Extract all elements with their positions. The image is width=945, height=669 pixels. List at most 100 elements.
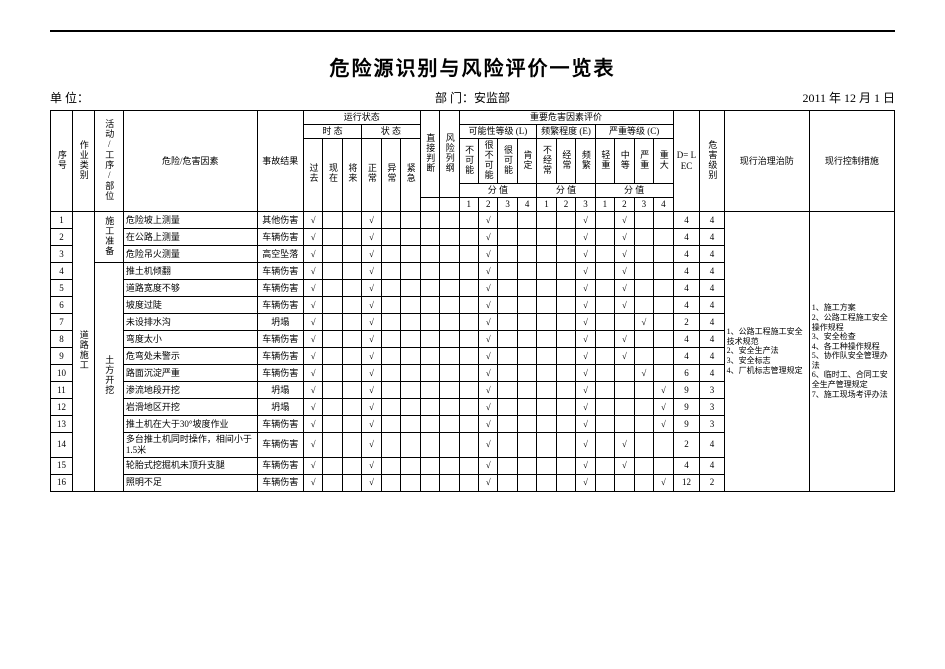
cell	[517, 245, 536, 262]
cell	[459, 330, 478, 347]
cell	[556, 432, 575, 457]
cell	[342, 432, 361, 457]
cell: 车辆伤害	[257, 415, 303, 432]
cell: √	[303, 296, 322, 313]
cell	[440, 398, 459, 415]
th-n9: 2	[615, 198, 634, 212]
cell: √	[362, 415, 381, 432]
cell: √	[478, 330, 497, 347]
cell	[420, 313, 439, 330]
cell	[401, 432, 420, 457]
cell	[654, 296, 674, 313]
cell	[440, 330, 459, 347]
cell	[537, 432, 556, 457]
cell: 9	[673, 398, 700, 415]
cell	[595, 245, 614, 262]
cell: √	[303, 432, 322, 457]
cell: √	[576, 398, 595, 415]
cell	[381, 279, 400, 296]
cell: √	[478, 457, 497, 474]
cell: 4	[700, 228, 724, 245]
th-seq: 序号	[51, 111, 73, 212]
th-abn: 异常	[381, 138, 400, 211]
cell	[556, 364, 575, 381]
cell	[420, 228, 439, 245]
cell: 车辆伤害	[257, 364, 303, 381]
table-row: 1道路施工施工准备危险坡上测量其他伤害√√√√√441、公路工程施工安全技术规范…	[51, 211, 895, 228]
cell	[420, 347, 439, 364]
cell	[323, 364, 342, 381]
th-direct: 直接判断	[420, 111, 439, 198]
cell: 车辆伤害	[257, 330, 303, 347]
cell	[420, 398, 439, 415]
cell: 9	[673, 415, 700, 432]
cell	[517, 296, 536, 313]
cell	[537, 211, 556, 228]
cell: √	[362, 262, 381, 279]
cell	[517, 381, 536, 398]
cell	[401, 228, 420, 245]
cell	[381, 245, 400, 262]
hazard-cell: 推土机在大于30°坡度作业	[123, 415, 257, 432]
cell	[342, 381, 361, 398]
cell: √	[654, 415, 674, 432]
cell: 2	[700, 474, 724, 491]
cell: √	[576, 432, 595, 457]
cell	[381, 262, 400, 279]
cell	[634, 279, 653, 296]
th-E: 频繁程度 (E)	[537, 124, 595, 138]
cell: 11	[51, 381, 73, 398]
cell	[440, 457, 459, 474]
cell	[498, 432, 517, 457]
th-n1: 1	[459, 198, 478, 212]
cell	[537, 381, 556, 398]
cell: √	[478, 279, 497, 296]
cell	[498, 330, 517, 347]
th-n6: 2	[556, 198, 575, 212]
cell: √	[615, 457, 634, 474]
cell	[440, 415, 459, 432]
cell: 4	[700, 245, 724, 262]
th-E1: 不经常	[537, 138, 556, 184]
cell	[342, 211, 361, 228]
cell	[556, 415, 575, 432]
cell	[498, 279, 517, 296]
cell: 车辆伤害	[257, 262, 303, 279]
cell: 4	[673, 211, 700, 228]
cell	[323, 398, 342, 415]
cell	[654, 228, 674, 245]
th-act: 活动/工序/部位	[94, 111, 123, 212]
th-C: 严重等级 (C)	[595, 124, 673, 138]
cell	[381, 432, 400, 457]
cell	[634, 228, 653, 245]
cell	[595, 279, 614, 296]
th-D: D= LEC	[673, 111, 700, 212]
cell	[498, 381, 517, 398]
cell: 车辆伤害	[257, 296, 303, 313]
cell	[498, 228, 517, 245]
cell	[517, 415, 536, 432]
cell: √	[478, 364, 497, 381]
cell: √	[478, 347, 497, 364]
cell	[517, 347, 536, 364]
cell: √	[303, 398, 322, 415]
cell: √	[362, 279, 381, 296]
th-n2: 2	[478, 198, 497, 212]
cell: √	[478, 262, 497, 279]
cell	[654, 432, 674, 457]
cell	[517, 432, 536, 457]
cell	[342, 330, 361, 347]
th-res: 事故结果	[257, 111, 303, 212]
hazard-cell: 危险坡上测量	[123, 211, 257, 228]
hazard-cell: 危弯处未警示	[123, 347, 257, 364]
cell: √	[576, 211, 595, 228]
cell	[459, 364, 478, 381]
cell: 车辆伤害	[257, 279, 303, 296]
cell	[342, 262, 361, 279]
cell	[323, 211, 342, 228]
cell: √	[615, 347, 634, 364]
cell: √	[303, 228, 322, 245]
cell	[556, 313, 575, 330]
cell: 4	[700, 313, 724, 330]
cell	[556, 474, 575, 491]
